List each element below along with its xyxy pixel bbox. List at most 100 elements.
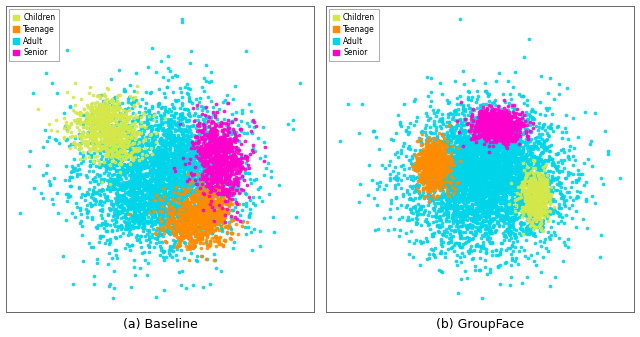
Point <box>456 277 467 282</box>
Point <box>152 133 163 139</box>
Point <box>534 121 544 126</box>
Point <box>115 158 125 163</box>
Point <box>204 142 214 148</box>
Point <box>149 175 159 180</box>
Point <box>434 165 444 170</box>
Point <box>477 180 487 185</box>
Point <box>541 200 552 205</box>
Point <box>128 186 138 191</box>
Point <box>165 192 175 198</box>
Point <box>209 257 219 262</box>
Point <box>525 187 535 192</box>
Point <box>247 247 257 252</box>
Point <box>476 191 486 197</box>
Point <box>540 194 550 200</box>
Point <box>526 168 536 174</box>
Point <box>437 186 447 191</box>
Point <box>79 134 90 139</box>
Point <box>195 210 205 215</box>
Point <box>472 156 482 162</box>
Point <box>412 178 422 184</box>
Point <box>177 233 188 238</box>
Point <box>221 167 232 172</box>
Point <box>396 186 406 191</box>
Point <box>205 205 215 210</box>
Point <box>531 195 541 201</box>
Point <box>206 143 216 148</box>
Point <box>463 168 473 173</box>
Point <box>502 160 512 165</box>
Point <box>570 208 580 213</box>
Point <box>441 171 451 177</box>
Point <box>477 180 487 185</box>
Point <box>416 172 426 177</box>
Point <box>465 168 476 174</box>
Point <box>528 184 538 190</box>
Point <box>112 210 122 216</box>
Point <box>498 128 508 133</box>
Point <box>509 175 520 180</box>
Point <box>534 99 545 104</box>
Point <box>117 125 127 130</box>
Point <box>536 158 546 163</box>
Point <box>475 175 485 180</box>
Point <box>171 165 181 170</box>
Point <box>207 194 217 200</box>
Point <box>426 160 436 165</box>
Point <box>531 160 541 165</box>
Point <box>179 207 189 212</box>
Point <box>427 156 437 161</box>
Point <box>202 228 212 233</box>
Point <box>509 175 520 181</box>
Point <box>536 221 546 226</box>
Point <box>508 239 518 244</box>
Point <box>439 230 449 235</box>
Point <box>104 241 115 246</box>
Point <box>178 131 188 136</box>
Point <box>478 190 488 195</box>
Point <box>498 175 508 181</box>
Point <box>123 223 133 228</box>
Point <box>146 184 156 189</box>
Point <box>182 166 193 171</box>
Point <box>510 167 520 173</box>
Point <box>529 204 540 210</box>
Point <box>480 218 490 223</box>
Point <box>477 174 487 179</box>
Point <box>95 119 106 124</box>
Point <box>444 165 454 170</box>
Point <box>541 191 552 196</box>
Point <box>117 166 127 172</box>
Point <box>492 188 502 193</box>
Point <box>163 192 173 197</box>
Point <box>412 159 422 165</box>
Point <box>93 187 104 192</box>
Point <box>114 176 124 182</box>
Point <box>228 164 239 169</box>
Point <box>177 156 187 162</box>
Point <box>517 174 527 179</box>
Point <box>211 160 221 166</box>
Point <box>182 136 192 141</box>
Point <box>484 131 494 136</box>
Point <box>91 126 101 131</box>
Point <box>159 152 170 157</box>
Point <box>95 150 106 156</box>
Point <box>511 157 522 163</box>
Point <box>476 175 486 180</box>
Point <box>200 125 211 130</box>
Point <box>211 146 221 151</box>
Point <box>491 115 501 121</box>
Point <box>425 182 435 187</box>
Point <box>465 224 476 230</box>
Point <box>192 214 202 219</box>
Point <box>463 145 474 150</box>
Point <box>214 137 225 143</box>
Point <box>491 177 501 182</box>
Point <box>209 206 220 211</box>
Point <box>107 151 117 157</box>
Point <box>572 193 582 198</box>
Point <box>486 240 497 245</box>
Point <box>156 203 166 208</box>
Point <box>161 139 171 144</box>
